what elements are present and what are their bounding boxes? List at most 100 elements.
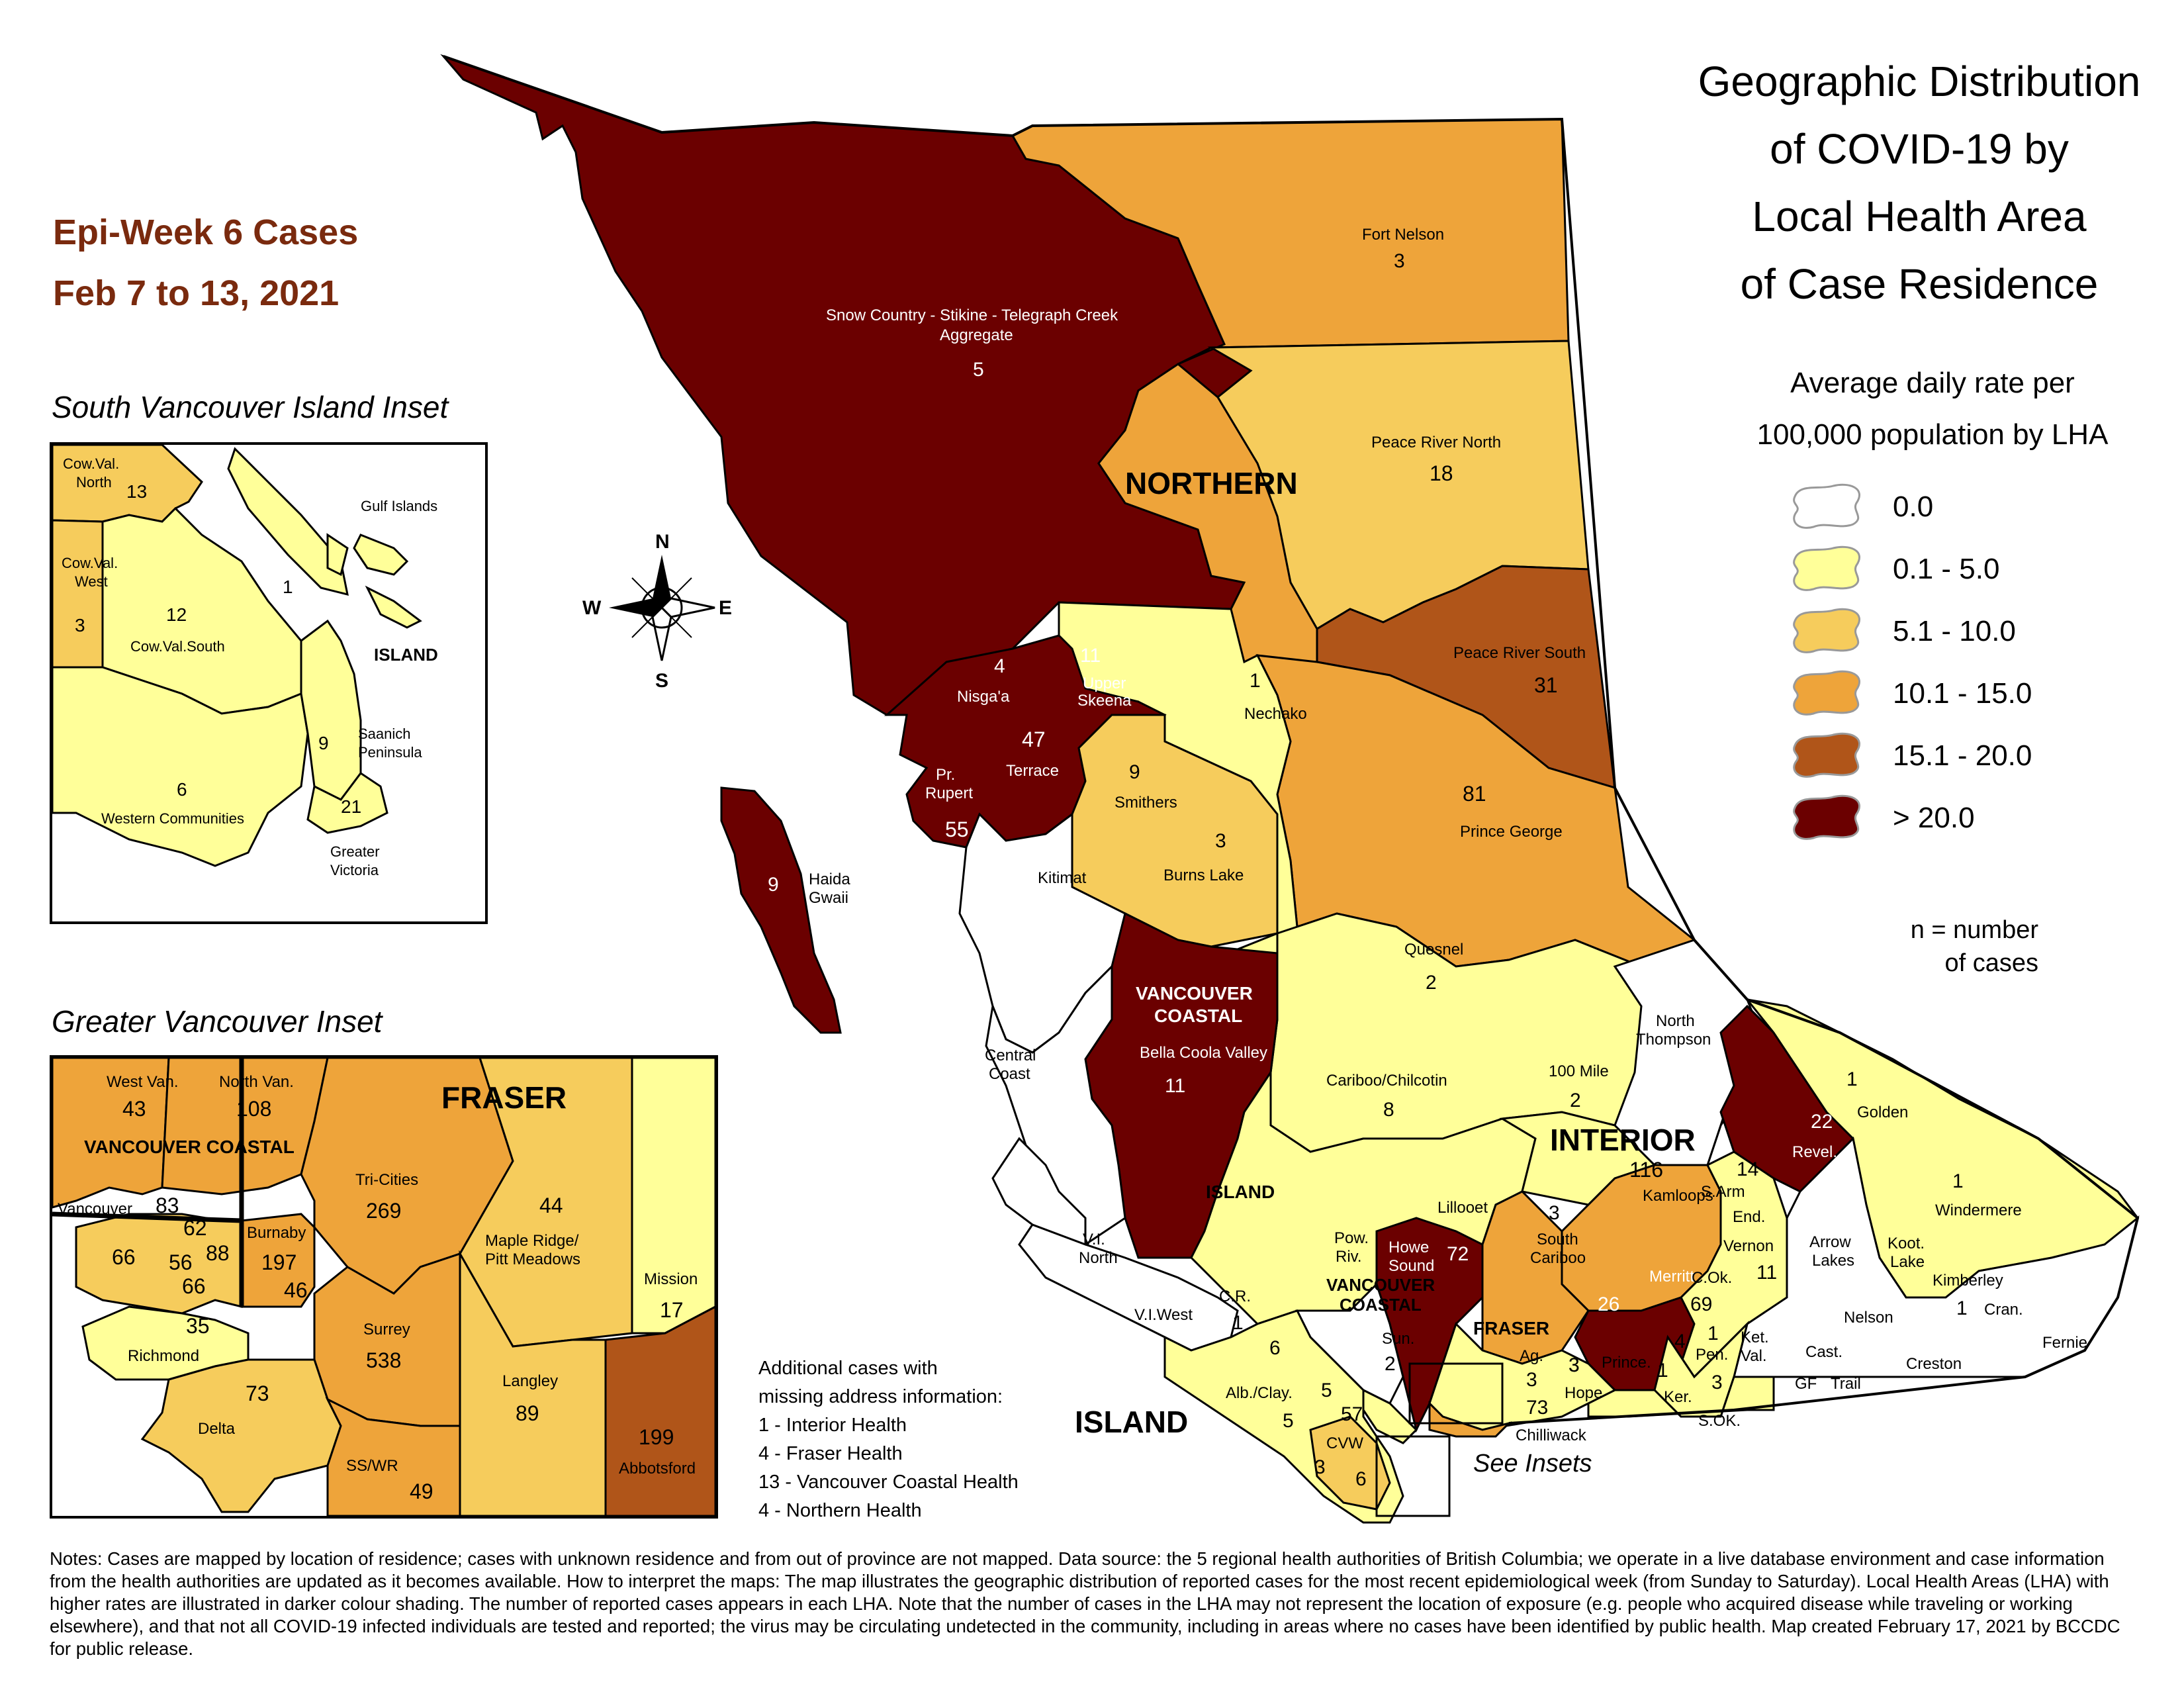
n-c-ok: 69: [1690, 1293, 1712, 1315]
region-central-coast: [985, 964, 1126, 1246]
missing-address-item-2: 4 - Fraser Health: [758, 1443, 903, 1464]
sv-label-western: Western Communities: [101, 810, 244, 827]
n-kimberley: 1: [1956, 1297, 1968, 1319]
missing-address-line-2: missing address information:: [758, 1386, 1003, 1407]
legend-label-0: 0.0: [1893, 491, 1933, 523]
n-haida: 9: [768, 874, 779, 896]
legend-swatch-1: [1793, 545, 1860, 591]
gv-n-sswr: 49: [410, 1479, 433, 1503]
gv-vc-boundary: [52, 1058, 244, 1307]
n-vernon: 11: [1756, 1262, 1777, 1284]
label-nisgaa: Nisga'a: [957, 688, 1010, 706]
label-pr-rupert-2: Rupert: [925, 784, 973, 802]
missing-address-line-1: Additional cases with: [758, 1358, 938, 1379]
gv-label-west-van: West Van.: [107, 1073, 179, 1091]
region-haida-gwaii: [720, 786, 842, 1034]
label-vi-north-1: V.I.: [1083, 1231, 1105, 1248]
gv-label-maple-ridge-1: Maple Ridge/: [485, 1232, 579, 1250]
sv-gulf-4: [326, 533, 349, 577]
region-cowichan: [1309, 1415, 1391, 1511]
missing-address-item-1: 1 - Interior Health: [758, 1415, 907, 1436]
map-title: Geographic Distribution of COVID-19 by L…: [1668, 48, 2171, 318]
sv-label-cow-north-2: North: [76, 474, 112, 491]
n-ag: 3: [1569, 1354, 1580, 1376]
label-creston: Creston: [1906, 1355, 1962, 1373]
gv-n-langley: 89: [516, 1401, 539, 1425]
label-snow-country-1: Snow Country - Stikine - Telegraph Creek: [826, 306, 1118, 324]
missing-address-info: Additional cases with missing address in…: [758, 1354, 1019, 1525]
region-fraser-orange: [1428, 1401, 1512, 1438]
label-chilliwack: Chilliwack: [1516, 1427, 1587, 1444]
label-fraser-small: FRASER: [1473, 1318, 1549, 1338]
label-kamloops: Kamloops: [1643, 1187, 1713, 1205]
label-merritt: Merritt: [1649, 1268, 1694, 1286]
n-4-ok: 4: [1674, 1331, 1686, 1352]
notes: Notes: Cases are mapped by location of r…: [50, 1548, 2120, 1659]
label-peace-north: Peace River North: [1371, 434, 1501, 451]
label-koot-lake-2: Lake: [1890, 1253, 1925, 1271]
label-s-arm: S.Arm: [1701, 1183, 1745, 1201]
greater-van-inset-title: Greater Vancouver Inset: [52, 1004, 383, 1039]
gv-van-cell-1: 83: [156, 1194, 179, 1217]
label-haida-2: Gwaii: [809, 889, 848, 907]
gv-mission: [631, 1056, 717, 1335]
n-kamloops: 116: [1629, 1158, 1663, 1182]
n-57: 57: [1341, 1403, 1363, 1425]
gv-n-north-van: 108: [236, 1097, 271, 1121]
gv-n-richmond: 35: [186, 1314, 210, 1338]
n-100-mile: 2: [1570, 1090, 1581, 1111]
label-cast: Cast.: [1805, 1343, 1843, 1361]
label-100-mile: 100 Mile: [1549, 1062, 1609, 1080]
n-south-cariboo: 3: [1549, 1202, 1560, 1224]
label-pr-rupert-1: Pr.: [936, 766, 955, 784]
label-vernon: Vernon: [1723, 1237, 1774, 1255]
gv-label-north-van: North Van.: [219, 1073, 294, 1091]
n-nisgaa: 4: [994, 655, 1005, 677]
label-pow-riv-2: Riv.: [1336, 1248, 1362, 1266]
gv-label-maple-ridge-2: Pitt Meadows: [485, 1250, 580, 1268]
label-sun: Sun.: [1382, 1330, 1414, 1348]
gv-van-cell-5: 56: [169, 1250, 193, 1274]
label-ker: Ker.: [1664, 1388, 1692, 1406]
label-s-ok: S.OK.: [1698, 1412, 1741, 1430]
label-north-thompson-1: North: [1656, 1012, 1695, 1030]
gv-van-cell-4: 66: [112, 1245, 136, 1269]
legend-swatches: 0.0 0.1 - 5.0 5.1 - 10.0 10.1 - 15.0 15.1 - …: [1793, 483, 2032, 840]
legend: 0.0 0.1 - 5.0 5.1 - 10.0 10.1 - 15.0 15.1 - …: [1787, 477, 2118, 847]
compass-w: W: [582, 597, 602, 619]
label-alb-clay: Alb./Clay.: [1226, 1384, 1293, 1402]
label-fort-nelson: Fort Nelson: [1362, 226, 1444, 244]
label-golden: Golden: [1857, 1103, 1908, 1121]
label-island: ISLAND: [1075, 1405, 1188, 1439]
legend-label-3: 10.1 - 15.0: [1893, 677, 2032, 710]
gv-n-delta: 73: [246, 1382, 269, 1405]
sv-label-gulf: Gulf Islands: [361, 498, 437, 514]
sv-n-cow-west: 3: [75, 615, 85, 635]
label-north-thompson-2: Thompson: [1636, 1031, 1711, 1049]
south-vi-inset: Cow.Val. North 13 Gulf Islands 1 Cow.Val…: [50, 442, 488, 924]
missing-address-item-4: 4 - Northern Health: [758, 1500, 922, 1521]
gv-label-vancouver: Vancouver: [58, 1200, 132, 1218]
label-nechako: Nechako: [1244, 705, 1307, 723]
n-s-arm: 14: [1737, 1158, 1758, 1180]
sv-label-island: ISLAND: [374, 645, 438, 665]
gv-label-langley: Langley: [502, 1372, 558, 1390]
legend-label-5: > 20.0: [1893, 802, 1975, 834]
n-pr-rupert: 55: [945, 818, 969, 841]
sv-label-victoria-1: Greater: [330, 843, 380, 860]
n-cr: 1: [1232, 1312, 1244, 1334]
gv-delta: [140, 1358, 342, 1513]
gv-n-burnaby: 197: [261, 1250, 296, 1274]
see-insets-label: See Insets: [1473, 1450, 1592, 1477]
gv-label-fraser: FRASER: [441, 1080, 567, 1115]
gv-label-richmond: Richmond: [128, 1347, 199, 1365]
label-terrace: Terrace: [1006, 762, 1059, 780]
label-van-coastal-small-1: VANCOUVER: [1326, 1275, 1435, 1295]
legend-label-4: 15.1 - 20.0: [1893, 739, 2032, 772]
inset-box-south-island: [1375, 1435, 1451, 1517]
sv-label-cow-south: Cow.Val.South: [130, 638, 225, 655]
label-windermere: Windermere: [1935, 1201, 2022, 1219]
gv-label-tri-cities: Tri-Cities: [355, 1171, 418, 1189]
region-coastal-white: [991, 1137, 1087, 1246]
